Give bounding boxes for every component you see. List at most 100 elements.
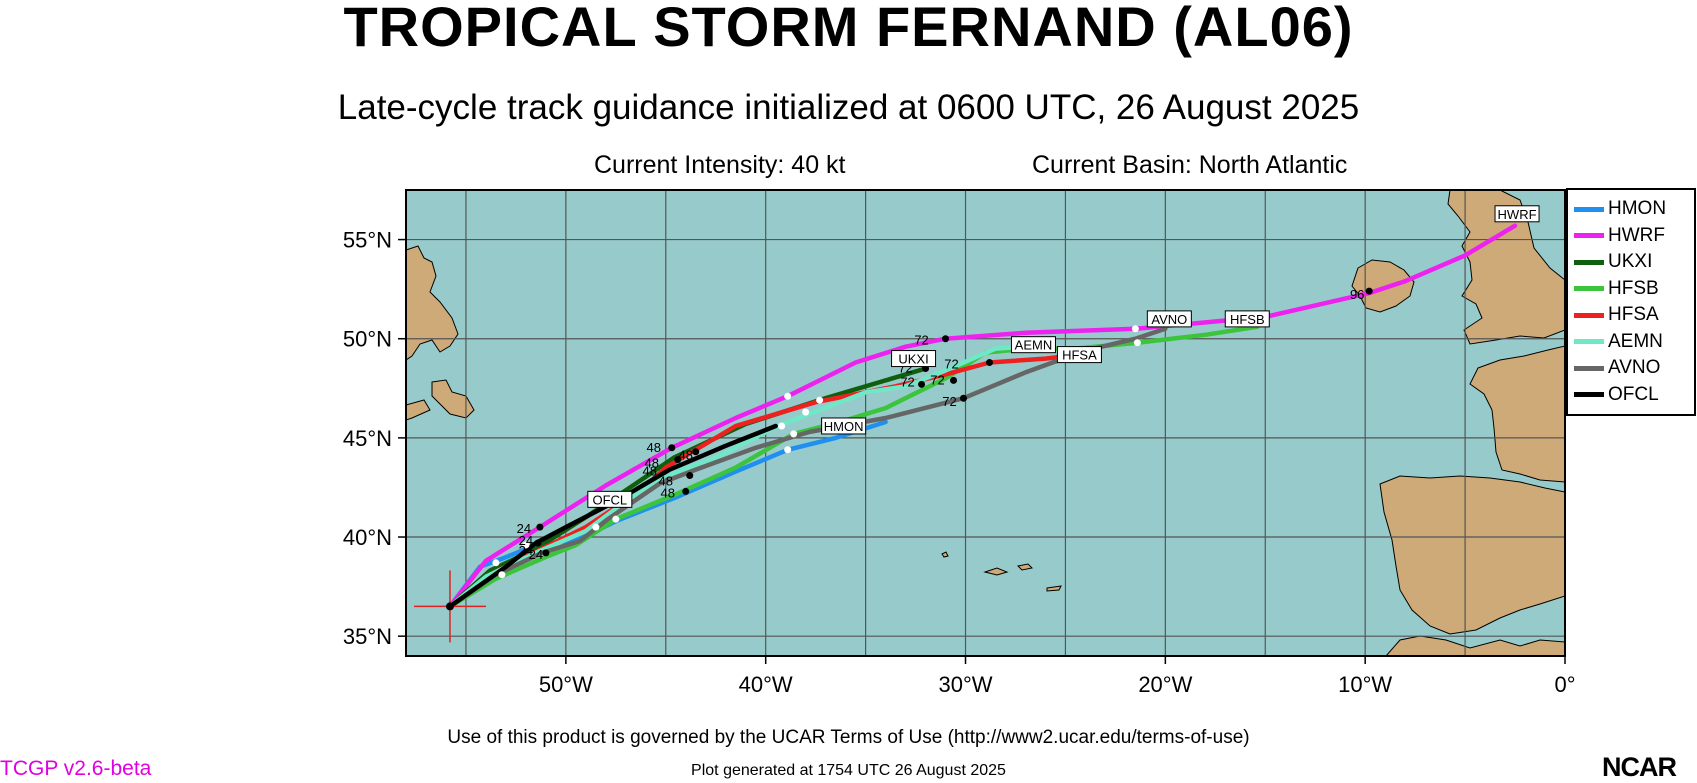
legend-label: HWRF bbox=[1608, 224, 1665, 246]
forecast-position-dot bbox=[1133, 339, 1141, 347]
forecast-hour-label: 24 bbox=[517, 521, 531, 536]
legend-label: UKXI bbox=[1608, 251, 1653, 272]
forecast-hour-label: 24 bbox=[529, 547, 543, 562]
legend-swatch bbox=[1574, 312, 1604, 318]
forecast-hour-label: 72 bbox=[930, 372, 944, 387]
forecast-hour-label: 72 bbox=[900, 374, 914, 389]
forecast-hour-label: 48 bbox=[645, 456, 659, 471]
y-tick-label: 35°N bbox=[343, 624, 392, 649]
forecast-position-dot bbox=[1131, 325, 1139, 333]
current-basin: Current Basin: North Atlantic bbox=[1032, 151, 1348, 179]
current-intensity: Current Intensity: 40 kt bbox=[594, 151, 846, 179]
forecast-position-dot bbox=[682, 487, 690, 495]
azores-islands bbox=[941, 551, 1062, 592]
forecast-hour-label: 72 bbox=[942, 394, 956, 409]
legend-label: AEMN bbox=[1608, 330, 1663, 352]
forecast-position-dot bbox=[668, 444, 676, 452]
x-tick-label: 30°W bbox=[938, 672, 992, 697]
forecast-hour-label: 48 bbox=[661, 485, 675, 500]
ncar-logo: NCAR bbox=[1602, 752, 1677, 782]
page-subtitle: Late-cycle track guidance initialized at… bbox=[337, 88, 1360, 127]
newfoundland-peninsula bbox=[431, 379, 475, 419]
track-label-ofcl: OFCL bbox=[587, 490, 633, 508]
forecast-position-dot bbox=[674, 456, 682, 464]
forecast-position-dot bbox=[790, 430, 798, 438]
forecast-position-dot bbox=[778, 422, 786, 430]
forecast-position-dot bbox=[522, 541, 530, 549]
latitude-axis: 35°N 40°N 45°N 50°N 55°N bbox=[343, 228, 406, 649]
svg-text:HMON: HMON bbox=[824, 419, 864, 434]
track-label-avno: AVNO bbox=[1146, 310, 1192, 328]
forecast-hour-label: 48 bbox=[659, 473, 673, 488]
plot-generated-time: Plot generated at 1754 UTC 26 August 202… bbox=[691, 762, 1006, 779]
svg-text:AVNO: AVNO bbox=[1151, 312, 1187, 327]
track-label-hfsa: HFSA bbox=[1056, 346, 1102, 364]
track-label-hfsb: HFSB bbox=[1224, 310, 1270, 328]
legend-label: HFSA bbox=[1608, 304, 1659, 325]
y-tick-label: 45°N bbox=[343, 426, 392, 451]
forecast-position-dot bbox=[612, 515, 620, 523]
legend: HMON HWRF UKXI HFSB HFSA AEMN AVNO OFCL bbox=[1566, 188, 1696, 416]
ocean-background bbox=[406, 190, 1565, 656]
legend-label: HFSB bbox=[1608, 277, 1659, 299]
legend-swatch bbox=[1574, 259, 1604, 265]
legend-label: HMON bbox=[1608, 198, 1667, 219]
track-line-hwrf bbox=[447, 223, 1518, 609]
current-position-dot bbox=[445, 602, 454, 611]
legend-swatch bbox=[1574, 365, 1604, 371]
svg-text:AEMN: AEMN bbox=[1015, 338, 1053, 353]
forecast-position-dot bbox=[942, 335, 950, 343]
track-label-hmon: HMON bbox=[821, 417, 867, 435]
forecast-hour-label: 48 bbox=[679, 448, 693, 463]
y-tick-label: 40°N bbox=[343, 525, 392, 550]
svg-text:UKXI: UKXI bbox=[898, 352, 928, 367]
forecast-position-dot bbox=[534, 539, 542, 547]
track-line-aemn bbox=[447, 344, 1028, 609]
legend-item-avno: AVNO bbox=[1574, 355, 1660, 381]
forecast-position-dot bbox=[816, 396, 824, 404]
legend-swatch bbox=[1574, 392, 1604, 397]
forecast-position-dot bbox=[802, 408, 810, 416]
legend-item-aemn: AEMN bbox=[1574, 329, 1663, 355]
graticule bbox=[406, 190, 1565, 656]
forecast-hour-label: 72 bbox=[944, 356, 958, 371]
legend-label: AVNO bbox=[1608, 357, 1661, 378]
longitude-axis: 50°W 40°W 30°W 20°W 10°W 0° bbox=[539, 656, 1576, 697]
legend-item-hfsb: HFSB bbox=[1574, 276, 1659, 302]
forecast-position-dot bbox=[784, 446, 792, 454]
north-africa-landmass bbox=[1385, 635, 1565, 656]
forecast-hour-label: 24 bbox=[519, 533, 533, 548]
y-tick-label: 55°N bbox=[343, 228, 392, 253]
track-line-ofcl bbox=[447, 423, 778, 609]
forecast-position-dot bbox=[692, 448, 700, 456]
forecast-position-dot bbox=[1365, 287, 1373, 295]
forecast-hour-label: 48 bbox=[647, 440, 661, 455]
x-tick-label: 50°W bbox=[539, 672, 593, 697]
forecast-hour-label: 24 bbox=[519, 543, 533, 558]
current-position-marker bbox=[413, 570, 486, 643]
track-label-aemn: AEMN bbox=[1010, 336, 1056, 354]
x-tick-label: 40°W bbox=[739, 672, 793, 697]
legend-item-hfsa: HFSA bbox=[1574, 302, 1659, 328]
legend-item-ofcl: OFCL bbox=[1574, 382, 1659, 408]
terms-of-use-note: Use of this product is governed by the U… bbox=[447, 727, 1250, 748]
forecast-position-dot bbox=[492, 559, 500, 567]
legend-item-ukxi: UKXI bbox=[1574, 249, 1652, 275]
version-label: TCGP v2.6-beta bbox=[0, 757, 152, 780]
page-title: TROPICAL STORM FERNAND (AL06) bbox=[343, 0, 1354, 58]
land-layer bbox=[406, 190, 1565, 656]
forecast-position-dot bbox=[536, 523, 544, 531]
legend-label: OFCL bbox=[1608, 383, 1659, 405]
iberian-peninsula-landmass bbox=[1379, 475, 1565, 635]
forecast-hour-label: 96 bbox=[1350, 287, 1364, 302]
y-tick-label: 50°N bbox=[343, 327, 392, 352]
svg-text:OFCL: OFCL bbox=[592, 492, 627, 507]
x-tick-label: 20°W bbox=[1138, 672, 1192, 697]
svg-text:HFSB: HFSB bbox=[1230, 312, 1265, 327]
legend-swatch bbox=[1574, 339, 1604, 344]
forecast-position-dot bbox=[542, 549, 550, 557]
legend-swatch bbox=[1574, 233, 1604, 238]
newfoundland-landmass bbox=[406, 245, 459, 361]
